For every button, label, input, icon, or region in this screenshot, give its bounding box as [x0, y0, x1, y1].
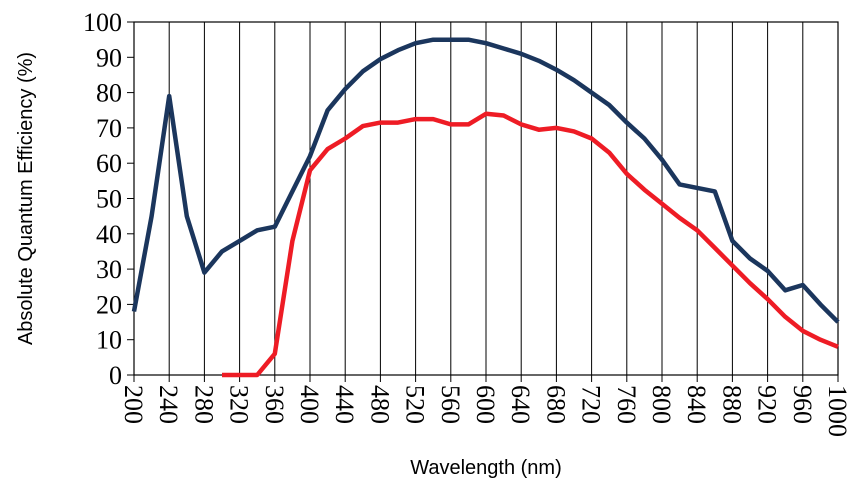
x-tick-label-1000: 1000	[823, 385, 852, 437]
x-tick-label-480: 480	[365, 385, 394, 424]
x-tick-label-400: 400	[295, 385, 324, 424]
y-tick-label-30: 30	[96, 255, 122, 284]
series-line-1	[131, 37, 840, 324]
series-line-2	[222, 111, 839, 378]
x-tick-label-920: 920	[753, 385, 782, 424]
x-tick-label-960: 960	[788, 385, 817, 424]
x-tick-label-880: 880	[717, 385, 746, 424]
x-axis-ticks: 200 240 280 320 360 400 440 480 520 560 600 640 680 7…	[119, 375, 852, 437]
y-axis-title: Absolute Quantum Efficiency (%)	[15, 52, 37, 345]
x-tick-label-600: 600	[471, 385, 500, 424]
y-tick-label-10: 10	[96, 326, 122, 355]
x-tick-label-840: 840	[682, 385, 711, 424]
y-tick-label-20: 20	[96, 290, 122, 319]
x-tick-label-280: 280	[189, 385, 218, 424]
y-tick-label-90: 90	[96, 43, 122, 72]
x-tick-label-760: 760	[612, 385, 641, 424]
y-tick-label-100: 100	[83, 8, 122, 37]
x-tick-label-800: 800	[647, 385, 676, 424]
y-tick-label-50: 50	[96, 185, 122, 214]
x-tick-label-720: 720	[577, 385, 606, 424]
x-tick-label-640: 640	[506, 385, 535, 424]
y-tick-label-0: 0	[109, 361, 122, 390]
series-lines	[131, 37, 840, 378]
x-tick-label-680: 680	[541, 385, 570, 424]
x-tick-label-440: 440	[330, 385, 359, 424]
x-tick-label-200: 200	[119, 385, 148, 424]
y-tick-label-60: 60	[96, 149, 122, 178]
x-axis-title: Wavelength (nm)	[410, 457, 562, 479]
x-tick-label-560: 560	[436, 385, 465, 424]
x-tick-label-240: 240	[154, 385, 183, 424]
x-tick-label-360: 360	[260, 385, 289, 424]
y-tick-label-40: 40	[96, 220, 122, 249]
x-tick-label-320: 320	[225, 385, 254, 424]
vertical-gridlines	[133, 22, 839, 375]
y-tick-label-70: 70	[96, 114, 122, 143]
y-axis-ticks: 0 10 20 30 40 50 60 70 80 90 100	[83, 8, 134, 390]
y-tick-label-80: 80	[96, 79, 122, 108]
x-tick-label-520: 520	[401, 385, 430, 424]
